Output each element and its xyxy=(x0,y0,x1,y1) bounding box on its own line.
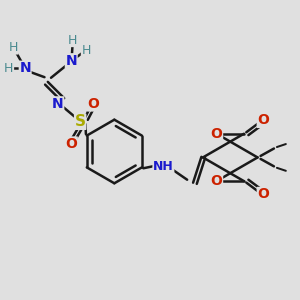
Text: O: O xyxy=(65,137,77,151)
Text: O: O xyxy=(211,127,223,141)
Text: H: H xyxy=(81,44,91,57)
Text: N: N xyxy=(20,61,31,75)
Text: NH: NH xyxy=(153,160,174,173)
Text: N: N xyxy=(65,54,77,68)
Text: H: H xyxy=(4,62,14,75)
Text: S: S xyxy=(75,114,86,129)
Text: O: O xyxy=(257,188,269,202)
Text: O: O xyxy=(88,97,100,111)
Text: O: O xyxy=(257,113,269,128)
Text: N: N xyxy=(52,97,64,111)
Text: H: H xyxy=(9,41,18,54)
Text: H: H xyxy=(68,34,77,46)
Text: O: O xyxy=(211,174,223,188)
